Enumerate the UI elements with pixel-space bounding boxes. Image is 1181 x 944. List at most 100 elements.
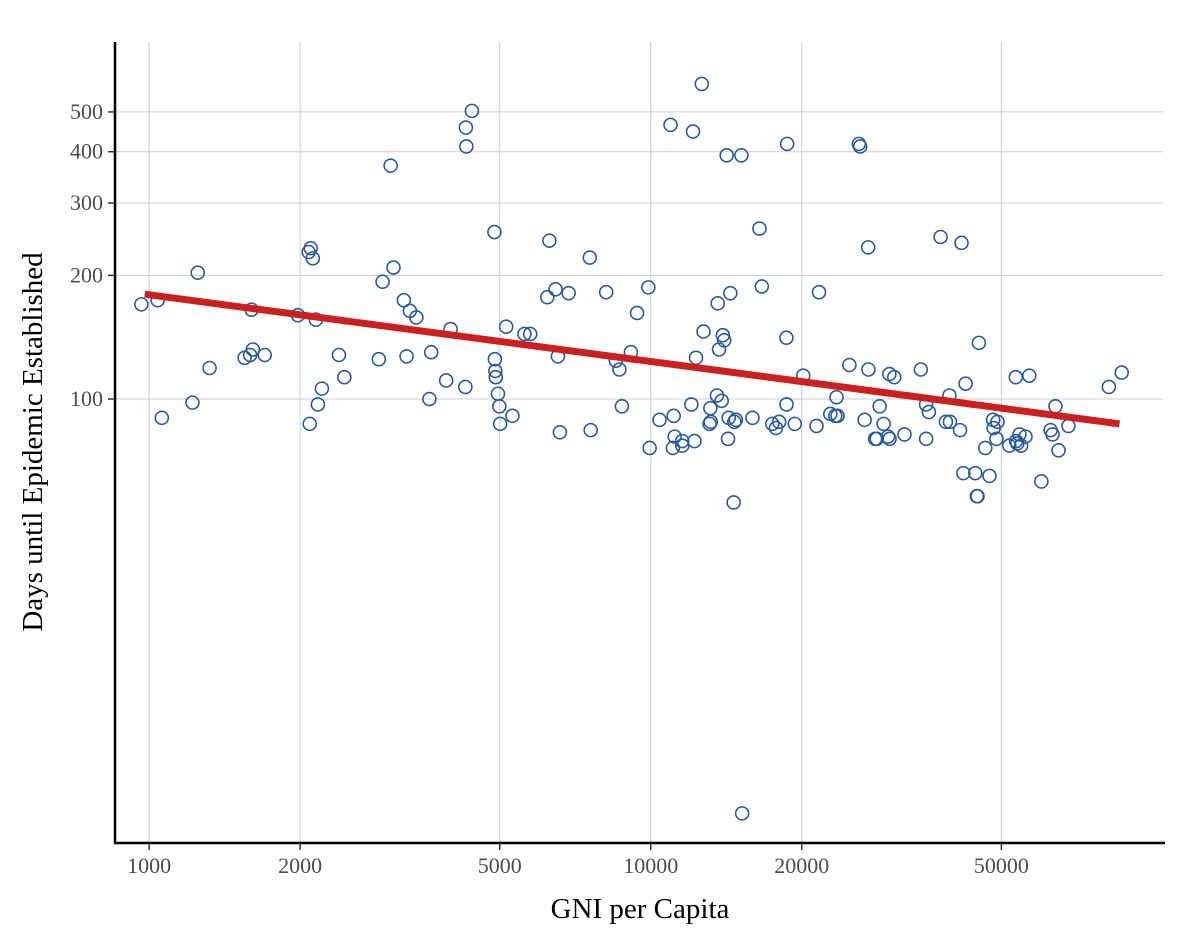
y-axis-title: Days until Epidemic Established (17, 252, 49, 632)
grid-lines (115, 42, 1163, 843)
data-point (375, 274, 390, 290)
data-point (665, 440, 681, 456)
x-tick-label: 50000 (974, 853, 1029, 878)
data-point (745, 410, 760, 426)
data-point (933, 229, 948, 245)
data-point (458, 379, 473, 395)
data-point (1048, 399, 1063, 414)
data-point (498, 319, 514, 334)
data-point (886, 369, 902, 385)
data-point (971, 335, 987, 351)
data-point (517, 326, 532, 342)
data-point (720, 431, 736, 447)
x-tick-label: 1000 (127, 853, 171, 878)
data-point (913, 362, 929, 377)
data-point (305, 251, 321, 266)
data-point (582, 250, 598, 265)
data-point (399, 349, 414, 364)
data-point (667, 429, 682, 444)
data-point (809, 418, 824, 434)
data-point (1114, 365, 1130, 380)
data-point (202, 360, 217, 376)
data-point (918, 431, 934, 447)
data-point (612, 362, 627, 377)
data-point (982, 468, 997, 484)
data-point (990, 414, 1005, 430)
data-point (687, 433, 702, 449)
data-point (734, 148, 749, 163)
data-point (811, 284, 827, 300)
x-tick-label: 2000 (278, 853, 322, 878)
data-point (702, 416, 717, 432)
data-point (337, 369, 352, 385)
data-point (714, 393, 730, 409)
data-point (723, 285, 738, 301)
data-point (726, 495, 741, 510)
data-point (1045, 427, 1060, 442)
data-point (423, 344, 439, 360)
y-tick-label: 100 (70, 386, 103, 411)
data-point (734, 806, 750, 821)
data-point (954, 235, 969, 251)
data-point (303, 240, 319, 256)
data-point (1061, 418, 1076, 434)
data-point (522, 326, 538, 342)
data-point (652, 412, 667, 428)
data-point (487, 224, 502, 240)
data-point (614, 399, 630, 414)
y-tick-label: 500 (70, 99, 103, 124)
data-point (488, 369, 504, 385)
data-point (505, 408, 520, 424)
y-tick-label: 200 (70, 262, 103, 287)
data-point (861, 362, 876, 377)
data-point (872, 399, 887, 414)
data-point (371, 351, 387, 367)
data-point (383, 158, 398, 173)
y-axis-ticks: 100 200 300 400 500 (70, 99, 115, 411)
data-point (752, 221, 767, 236)
data-point (989, 431, 1004, 447)
data-point (185, 395, 200, 410)
data-point (787, 416, 803, 432)
data-point (842, 357, 857, 373)
data-point (685, 124, 701, 139)
data-point (977, 440, 993, 456)
x-tick-label: 5000 (478, 853, 522, 878)
fit-line-group (144, 290, 1120, 428)
data-point (458, 120, 474, 135)
data-point (629, 305, 645, 321)
y-tick-label: 400 (70, 139, 103, 164)
data-point (331, 347, 347, 363)
data-point (302, 416, 318, 432)
data-point (857, 412, 872, 428)
data-point (1018, 429, 1033, 444)
data-point (490, 386, 506, 402)
data-point (688, 350, 704, 366)
data-point (1051, 443, 1066, 458)
data-point (779, 136, 795, 152)
data-point (771, 414, 787, 430)
data-point (830, 408, 845, 424)
data-point (880, 429, 896, 444)
data-point (970, 488, 985, 504)
data-point (829, 389, 844, 405)
data-point (310, 397, 326, 412)
data-point (956, 465, 971, 481)
data-point (684, 397, 699, 412)
data-point (716, 332, 732, 348)
data-point (897, 427, 912, 442)
data-point (703, 414, 719, 430)
x-tick-label: 20000 (774, 853, 829, 878)
data-point (694, 76, 710, 92)
data-point (703, 400, 718, 416)
data-point (1034, 474, 1049, 489)
data-point (552, 424, 568, 440)
data-point (1022, 368, 1037, 383)
data-point (438, 373, 454, 388)
data-point (1101, 379, 1117, 395)
data-point (663, 117, 678, 133)
x-tick-label: 10000 (623, 853, 678, 878)
data-point (154, 410, 170, 426)
data-point (548, 281, 563, 297)
